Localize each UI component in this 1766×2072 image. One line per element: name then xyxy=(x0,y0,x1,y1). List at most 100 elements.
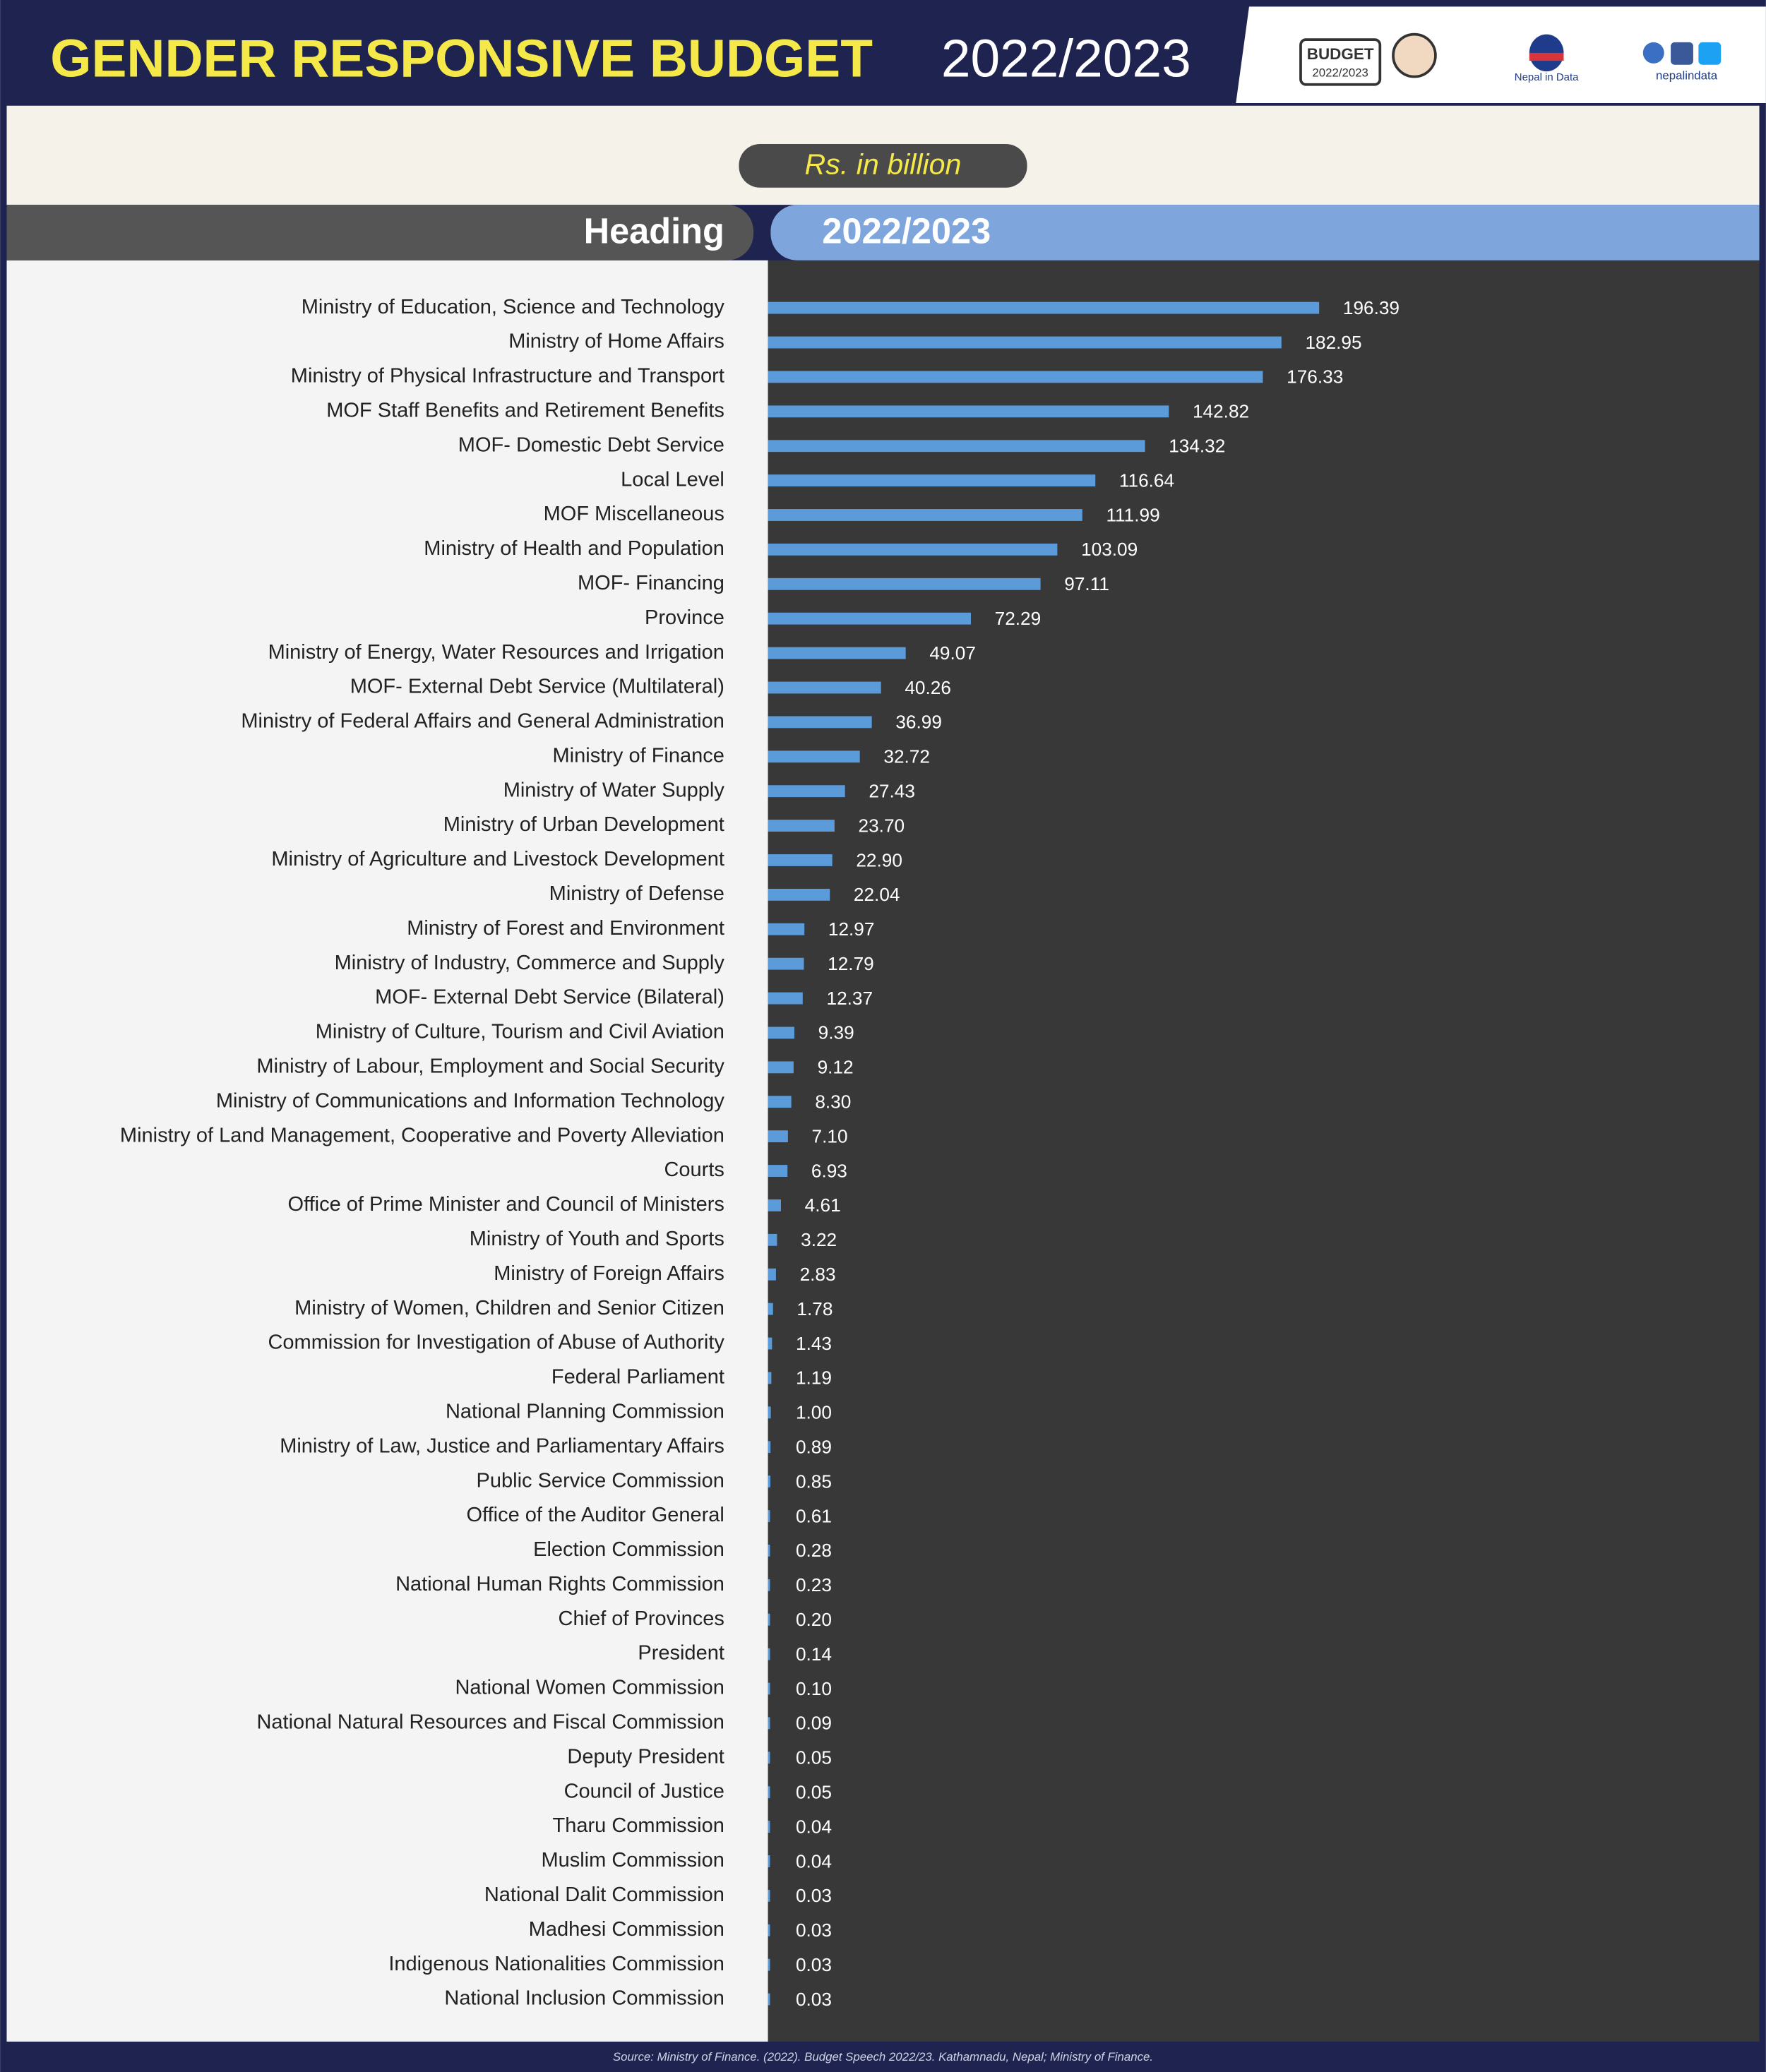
bar xyxy=(768,612,971,625)
category-label: Council of Justice xyxy=(564,1780,724,1802)
value-label: 0.23 xyxy=(796,1574,832,1595)
value-label: 0.04 xyxy=(796,1850,832,1872)
category-label: MOF- Domestic Debt Service xyxy=(458,433,724,456)
value-label: 0.89 xyxy=(796,1437,832,1458)
category-label: MOF- External Debt Service (Multilateral… xyxy=(350,676,724,698)
category-label: Ministry of Law, Justice and Parliamenta… xyxy=(280,1435,724,1457)
value-label: 72.29 xyxy=(995,608,1042,629)
bar xyxy=(768,543,1058,556)
value-label: 0.03 xyxy=(796,1954,832,1975)
bar xyxy=(768,1268,776,1281)
bar xyxy=(768,474,1096,487)
bar xyxy=(768,1613,770,1626)
bar xyxy=(768,1682,770,1695)
bar xyxy=(768,647,906,659)
category-label: Ministry of Women, Children and Senior C… xyxy=(294,1297,724,1319)
value-label: 0.61 xyxy=(796,1505,832,1526)
value-label: 103.09 xyxy=(1081,539,1138,560)
bar xyxy=(768,716,872,729)
badge-year: 2022/2023 xyxy=(1312,66,1368,80)
category-label: Local Level xyxy=(621,468,724,491)
category-label: Office of the Auditor General xyxy=(466,1504,724,1526)
value-label: 0.85 xyxy=(796,1471,832,1492)
category-label: Tharu Commission xyxy=(553,1814,724,1837)
bar xyxy=(768,1026,794,1039)
bar xyxy=(768,1717,770,1730)
bar xyxy=(768,923,805,935)
category-label: Ministry of Land Management, Cooperative… xyxy=(120,1124,724,1146)
bar xyxy=(768,1406,771,1419)
bar xyxy=(768,1233,777,1246)
value-label: 9.12 xyxy=(818,1057,854,1078)
value-label: 22.04 xyxy=(854,884,900,905)
badge: BUDGET xyxy=(1307,45,1374,63)
category-label: Chief of Provinces xyxy=(559,1607,724,1630)
bar xyxy=(768,785,845,798)
bar xyxy=(768,1889,770,1902)
bar xyxy=(768,854,833,866)
category-label: National Natural Resources and Fiscal Co… xyxy=(256,1711,724,1734)
bar xyxy=(768,1544,770,1557)
bar xyxy=(768,957,804,970)
category-label: MOF- External Debt Service (Bilateral) xyxy=(375,986,724,1009)
value-label: 0.03 xyxy=(796,1989,832,2010)
bar xyxy=(768,440,1145,453)
source: Source: Ministry of Finance. (2022). Bud… xyxy=(613,2050,1153,2064)
bar xyxy=(768,1924,770,1936)
bar xyxy=(768,1648,770,1660)
category-label: Election Commission xyxy=(533,1538,724,1561)
value-label: 1.19 xyxy=(796,1367,832,1389)
bar xyxy=(768,1165,788,1177)
logo-stripe xyxy=(1529,52,1564,61)
value-label: 116.64 xyxy=(1119,469,1174,491)
value-label: 8.30 xyxy=(815,1091,851,1113)
value-label: 32.72 xyxy=(883,746,930,767)
value-label: 1.78 xyxy=(797,1298,833,1319)
bar xyxy=(768,888,830,901)
bar xyxy=(768,1096,792,1108)
category-label: Ministry of Agriculture and Livestock De… xyxy=(271,848,724,870)
category-label: National Planning Commission xyxy=(446,1400,724,1423)
value-label: 12.79 xyxy=(828,953,874,974)
handle: nepalindata xyxy=(1656,68,1718,82)
value-label: 0.28 xyxy=(796,1540,832,1561)
bar xyxy=(768,1475,771,1488)
value-label: 4.61 xyxy=(805,1194,841,1216)
value-label: 111.99 xyxy=(1106,504,1159,525)
value-label: 0.03 xyxy=(796,1920,832,1941)
bar xyxy=(768,1130,788,1143)
value-label: 182.95 xyxy=(1305,332,1361,353)
category-label: National Dalit Commission xyxy=(484,1884,724,1906)
category-label: Ministry of Water Supply xyxy=(503,779,725,801)
category-label: Federal Parliament xyxy=(551,1366,724,1389)
category-label: Ministry of Industry, Commerce and Suppl… xyxy=(335,952,725,974)
bar xyxy=(768,1372,772,1384)
category-label: Ministry of Communications and Informati… xyxy=(216,1089,724,1112)
bar xyxy=(768,301,1320,314)
chart-title: GENDER RESPONSIVE BUDGET xyxy=(50,29,873,88)
web-icon xyxy=(1642,42,1664,64)
bar xyxy=(768,1579,770,1591)
category-label: MOF Staff Benefits and Retirement Benefi… xyxy=(326,399,724,421)
category-label: Ministry of Federal Affairs and General … xyxy=(241,710,724,733)
category-label: Ministry of Forest and Environment xyxy=(407,917,724,940)
unit-label: Rs. in billion xyxy=(805,148,962,181)
category-label: Ministry of Labour, Employment and Socia… xyxy=(256,1055,724,1078)
category-label: Commission for Investigation of Abuse of… xyxy=(268,1331,724,1354)
category-label: Ministry of Urban Development xyxy=(443,813,724,836)
bar xyxy=(768,1958,770,1971)
category-label: Ministry of Energy, Water Resources and … xyxy=(268,641,724,664)
category-label: Deputy President xyxy=(567,1745,724,1768)
logo-panel xyxy=(1236,6,1766,104)
chart-title-year: 2022/2023 xyxy=(941,29,1191,88)
bar xyxy=(768,577,1041,590)
bar xyxy=(768,336,1282,349)
bar-panel xyxy=(768,260,1760,2042)
value-label: 97.11 xyxy=(1064,573,1109,594)
category-label: Muslim Commission xyxy=(541,1849,724,1872)
category-label: Public Service Commission xyxy=(477,1469,724,1492)
category-label: Ministry of Finance xyxy=(553,744,724,767)
bar xyxy=(768,992,803,1005)
category-label: Office of Prime Minister and Council of … xyxy=(288,1193,724,1216)
